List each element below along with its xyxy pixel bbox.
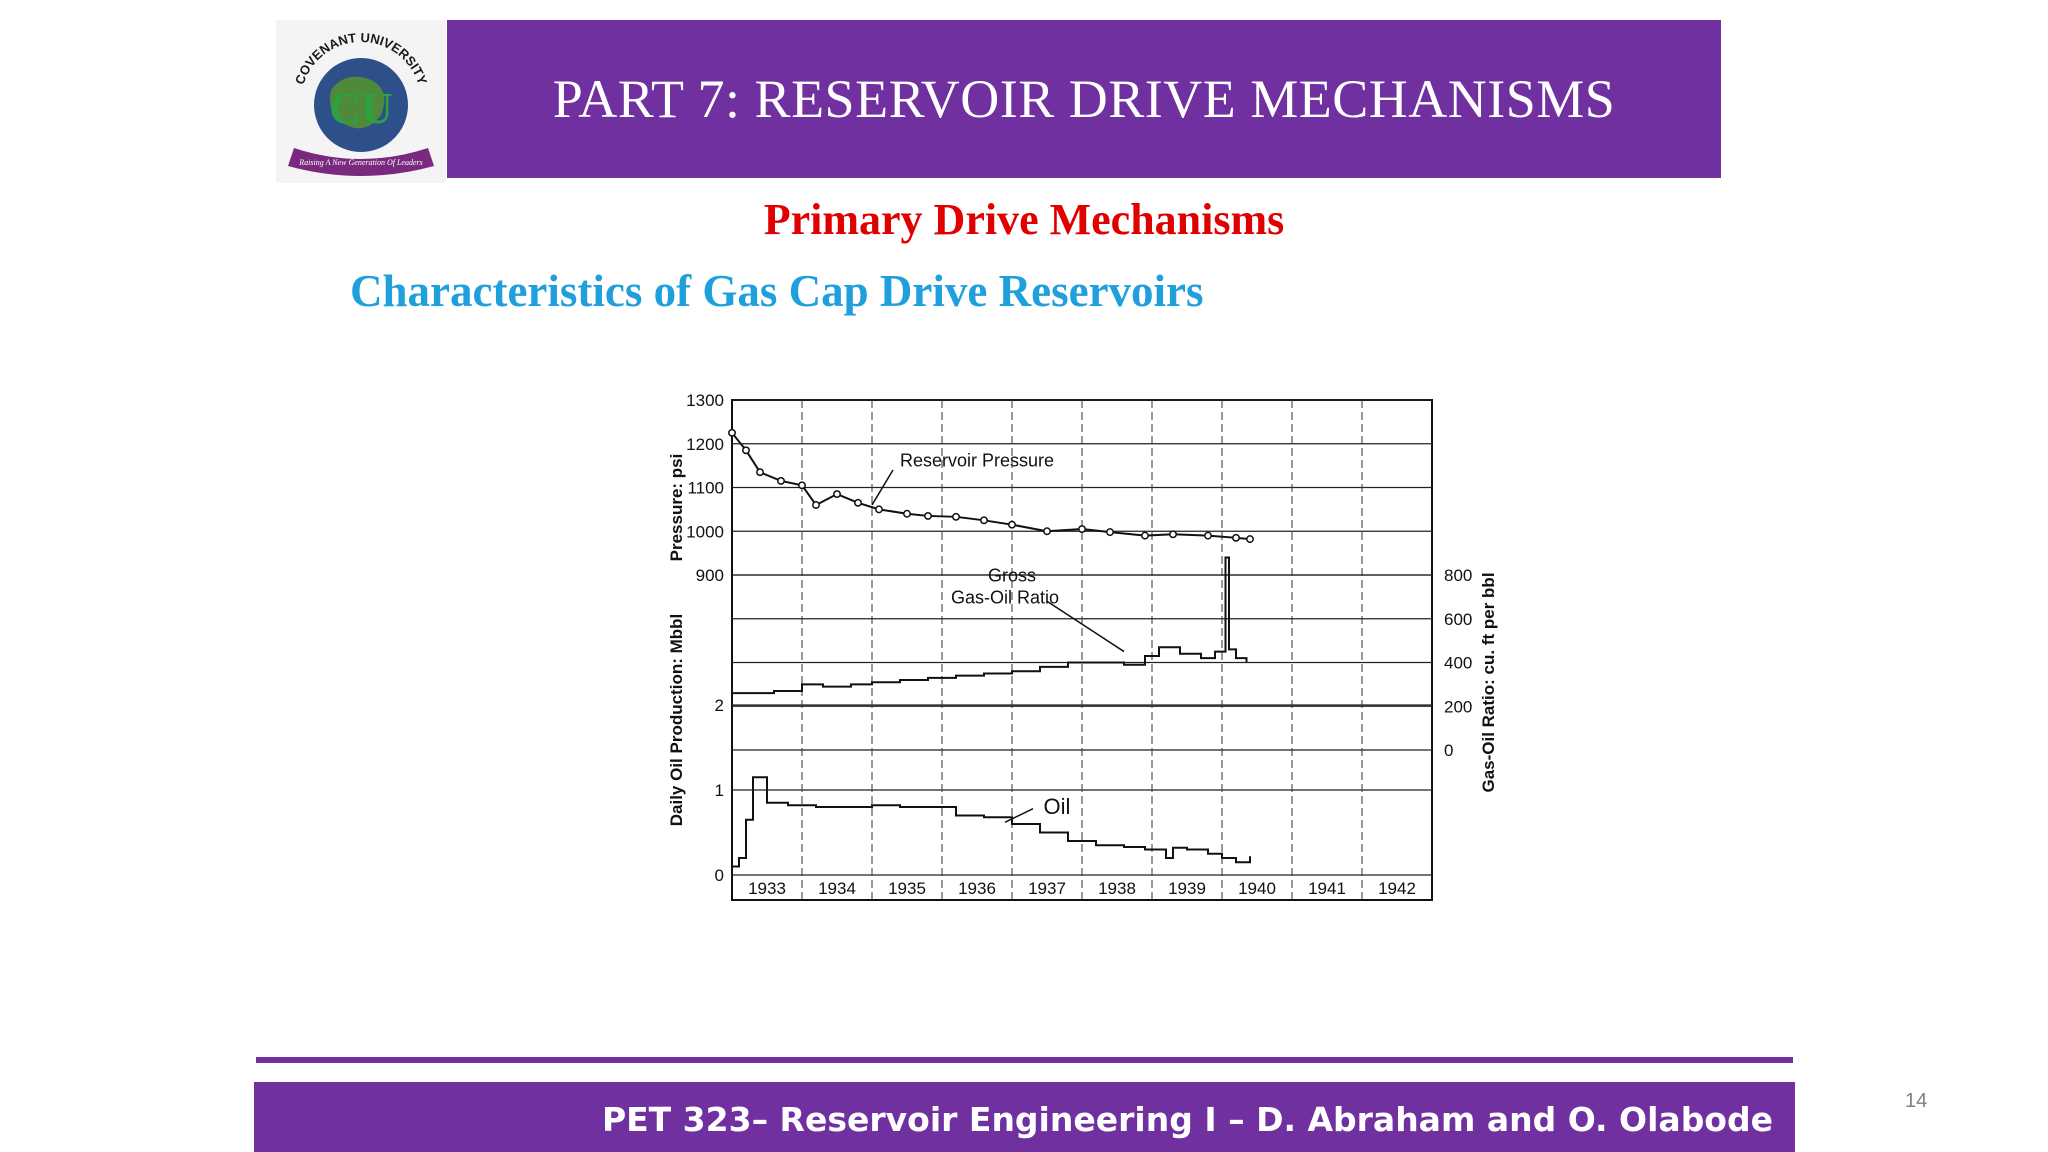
year-tick-label: 1939 xyxy=(1168,879,1206,898)
logo-motto: Raising A New Generation Of Leaders xyxy=(298,158,422,167)
pressure-point xyxy=(1106,528,1114,537)
pressure-point xyxy=(1043,527,1051,536)
pressure-point xyxy=(980,516,988,525)
pressure-tick-label: 1300 xyxy=(686,391,724,410)
pressure-point xyxy=(1008,520,1016,529)
pressure-tick-label: 1100 xyxy=(687,479,724,498)
chart-labels: 1300 1200 1100 1000 900 800 600 400 200 0 2 1 0 1933 1… xyxy=(667,391,1498,898)
gor-tick-label: 200 xyxy=(1444,697,1472,716)
oil-annotation: Oil xyxy=(1044,794,1071,819)
oil-tick-label: 2 xyxy=(715,696,724,715)
pressure-point xyxy=(756,468,764,477)
year-tick-label: 1940 xyxy=(1238,879,1276,898)
oil-line xyxy=(732,776,1251,868)
pressure-point xyxy=(1169,530,1177,539)
gor-annotation-line2: Gas-Oil Ratio xyxy=(951,587,1059,607)
footer-text: PET 323– Reservoir Engineering I – D. Ab… xyxy=(601,1100,1773,1139)
pressure-point xyxy=(875,505,883,514)
gor-annotation-line1: Gross xyxy=(988,566,1036,586)
year-tick-label: 1935 xyxy=(888,879,926,898)
pressure-axis-label: Pressure: psi xyxy=(667,454,686,562)
pressure-annotation-leader xyxy=(871,469,894,506)
oil-axis-label: Daily Oil Production: Mbbl xyxy=(667,614,686,827)
pressure-point xyxy=(1232,533,1240,542)
year-tick-label: 1942 xyxy=(1378,879,1416,898)
pressure-line xyxy=(731,432,1251,541)
pressure-point xyxy=(1204,531,1212,540)
pressure-point xyxy=(903,509,911,518)
footer-divider xyxy=(256,1057,1793,1063)
pressure-tick-label: 900 xyxy=(696,566,724,585)
pressure-point xyxy=(1078,525,1086,534)
chart-series xyxy=(728,428,1254,868)
year-tick-label: 1936 xyxy=(958,879,996,898)
year-tick-label: 1937 xyxy=(1028,879,1066,898)
oil-tick-label: 1 xyxy=(715,781,724,800)
gor-annotation-leader xyxy=(1046,600,1125,653)
pressure-point xyxy=(924,511,932,520)
gor-line xyxy=(732,556,1248,695)
gor-tick-label: 0 xyxy=(1444,741,1453,760)
section-title: Characteristics of Gas Cap Drive Reservo… xyxy=(350,266,1204,316)
pressure-point xyxy=(1141,531,1149,540)
pressure-point xyxy=(742,446,750,455)
subtitle: Primary Drive Mechanisms xyxy=(763,195,1285,244)
year-tick-label: 1934 xyxy=(818,879,856,898)
pressure-point xyxy=(1246,535,1254,544)
pressure-tick-label: 1200 xyxy=(686,435,724,454)
page-number: 14 xyxy=(1905,1090,1928,1112)
pressure-point xyxy=(812,501,820,509)
slide-title: PART 7: RESERVOIR DRIVE MECHANISMS xyxy=(552,69,1616,129)
pressure-tick-label: 1000 xyxy=(686,522,724,541)
gor-tick-label: 600 xyxy=(1444,610,1472,629)
pressure-annotation: Reservoir Pressure xyxy=(900,451,1054,471)
gor-tick-label: 400 xyxy=(1444,654,1472,673)
pressure-point xyxy=(952,512,960,521)
oil-tick-label: 0 xyxy=(715,866,724,885)
pressure-point xyxy=(833,490,841,499)
university-logo: COVENANT UNIVERSITY CU Raising A New Gen… xyxy=(276,20,446,183)
gor-axis-label: Gas-Oil Ratio: cu. ft per bbl xyxy=(1479,572,1498,792)
pressure-point xyxy=(728,428,736,437)
drive-mechanism-chart: 1300 1200 1100 1000 900 800 600 400 200 0 2 1 0 1933 1… xyxy=(667,391,1498,901)
header-bar: PART 7: RESERVOIR DRIVE MECHANISMS xyxy=(447,20,1721,178)
pressure-point xyxy=(798,481,806,490)
chart-grid xyxy=(731,399,1433,901)
pressure-point xyxy=(777,476,785,485)
logo-initials: CU xyxy=(329,84,393,133)
year-tick-label: 1941 xyxy=(1308,879,1346,898)
pressure-point xyxy=(854,498,862,507)
footer-bar: PET 323– Reservoir Engineering I – D. Ab… xyxy=(254,1082,1795,1152)
oil-annotation-leader xyxy=(1004,808,1034,823)
year-tick-label: 1933 xyxy=(748,879,786,898)
year-tick-label: 1938 xyxy=(1098,879,1136,898)
gor-tick-label: 800 xyxy=(1444,566,1472,585)
